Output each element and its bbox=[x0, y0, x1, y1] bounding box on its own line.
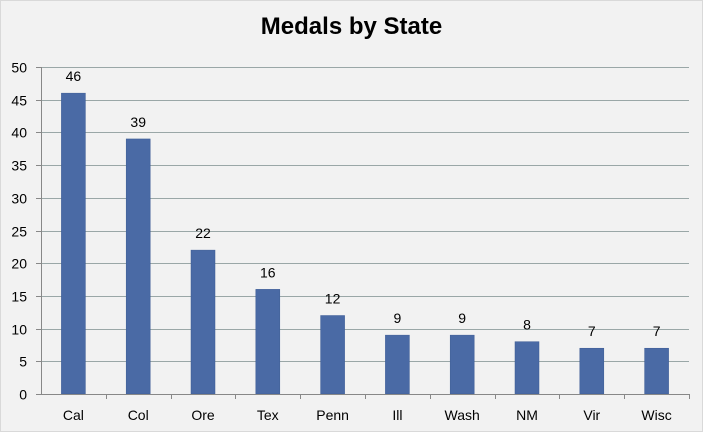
bar bbox=[644, 347, 669, 395]
x-tick-label: Ore bbox=[191, 407, 215, 423]
data-label: 8 bbox=[523, 317, 531, 333]
x-tick-label: Penn bbox=[316, 407, 349, 423]
bar bbox=[579, 347, 605, 395]
chart-title: Medals by State bbox=[260, 13, 443, 40]
data-label: 9 bbox=[458, 310, 466, 326]
data-label: 9 bbox=[394, 310, 402, 326]
bar bbox=[449, 334, 475, 395]
y-tick-label: 0 bbox=[19, 387, 27, 403]
y-tick-label: 10 bbox=[11, 322, 27, 338]
y-tick-label: 25 bbox=[11, 224, 27, 240]
data-labels: 46 39 22 16 12 9 9 8 7 7 bbox=[66, 68, 661, 339]
bar bbox=[125, 138, 151, 395]
data-label: 39 bbox=[130, 114, 146, 130]
data-label: 46 bbox=[66, 68, 82, 84]
x-tick-label: NM bbox=[516, 407, 538, 423]
bar bbox=[385, 334, 410, 395]
data-label: 7 bbox=[588, 323, 596, 339]
data-label: 7 bbox=[653, 323, 661, 339]
x-tick-label: Wisc bbox=[641, 407, 671, 423]
y-tick-label: 45 bbox=[11, 93, 27, 109]
y-tick-label: 40 bbox=[11, 125, 27, 141]
data-label: 16 bbox=[260, 264, 276, 280]
y-tick-label: 20 bbox=[11, 256, 27, 272]
x-axis-ticks: Cal Col Ore Tex Penn Ill Wash NM Vir Wisc bbox=[63, 407, 672, 423]
x-tick-label: Vir bbox=[583, 407, 600, 423]
data-label: 22 bbox=[195, 225, 211, 241]
y-tick-label: 30 bbox=[11, 191, 27, 207]
x-tick-label: Col bbox=[128, 407, 149, 423]
bars bbox=[61, 92, 669, 395]
y-tick-label: 35 bbox=[11, 158, 27, 174]
y-tick-label: 15 bbox=[11, 289, 27, 305]
data-label: 12 bbox=[325, 291, 341, 307]
bar bbox=[190, 249, 216, 395]
y-tick-label: 5 bbox=[19, 354, 27, 370]
bar bbox=[255, 289, 281, 395]
x-tick-label: Cal bbox=[63, 407, 84, 423]
y-tick-label: 50 bbox=[11, 60, 27, 76]
bar bbox=[61, 92, 86, 395]
y-axis-ticks: 0 5 10 15 20 25 30 35 40 45 50 bbox=[11, 60, 27, 403]
bar bbox=[514, 341, 540, 395]
x-tick-label: Tex bbox=[257, 407, 279, 423]
axes bbox=[36, 67, 690, 399]
bar bbox=[320, 315, 345, 395]
x-tick-label: Wash bbox=[445, 407, 480, 423]
x-tick-label: Ill bbox=[392, 407, 402, 423]
